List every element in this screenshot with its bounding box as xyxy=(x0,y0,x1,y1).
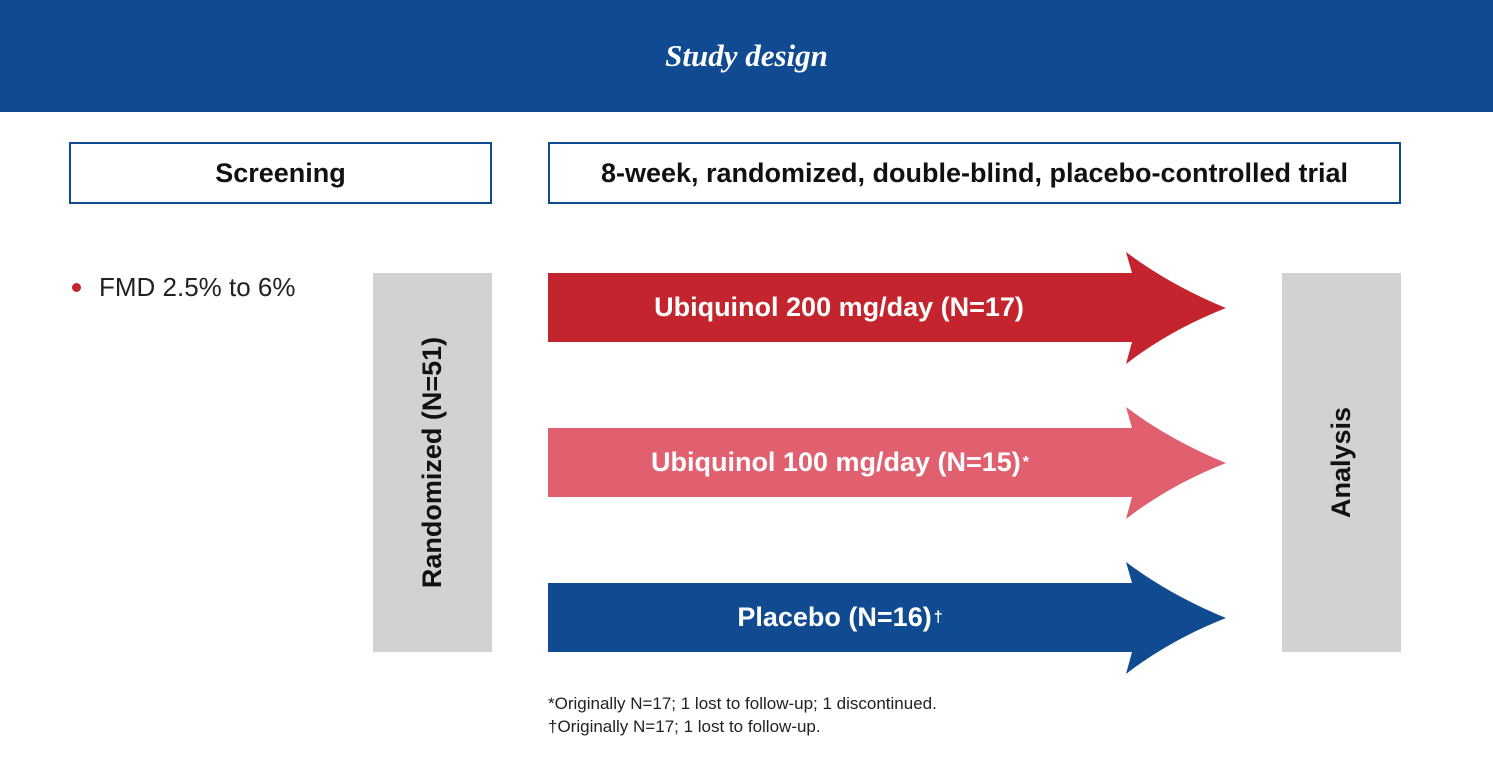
arrow-arm-2 xyxy=(548,407,1226,519)
analysis-box: Analysis xyxy=(1282,273,1401,652)
screening-phase-box: Screening xyxy=(69,142,492,204)
footnotes: *Originally N=17; 1 lost to follow-up; 1… xyxy=(548,692,937,738)
footnote-1: *Originally N=17; 1 lost to follow-up; 1… xyxy=(548,694,937,713)
criteria-item: FMD 2.5% to 6% xyxy=(72,272,296,303)
randomized-box: Randomized (N=51) xyxy=(373,273,492,652)
arm-label-3: Placebo (N=16) † xyxy=(737,602,943,632)
bullet-icon xyxy=(72,283,81,292)
arm-label-2: Ubiquinol 100 mg/day (N=15) * xyxy=(650,447,1030,477)
arrow-arm-1 xyxy=(548,252,1226,364)
footnote-2: †Originally N=17; 1 lost to follow-up. xyxy=(548,717,821,736)
arrow-arm-3 xyxy=(548,562,1226,674)
title: Study design xyxy=(665,38,828,73)
title-banner: Study design xyxy=(0,0,1493,112)
arm-label-1: Ubiquinol 200 mg/day (N=17) xyxy=(654,292,1024,322)
trial-phase-box: 8-week, randomized, double-blind, placeb… xyxy=(548,142,1401,204)
